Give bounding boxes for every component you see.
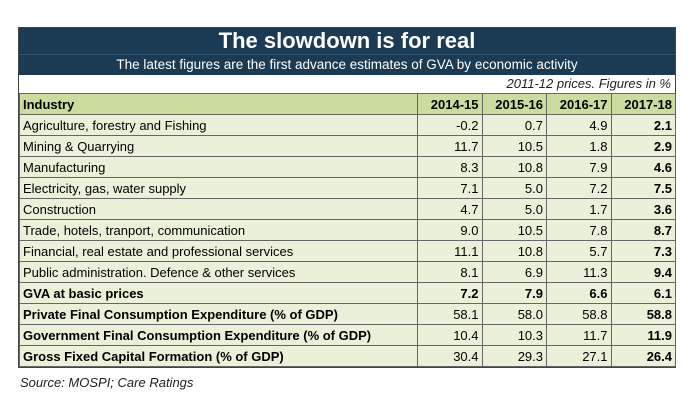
row-value: 58.0 [481, 303, 547, 325]
gva-table: Industry 2014-15 2015-16 2016-17 2017-18… [19, 93, 676, 367]
row-value: 4.6 [610, 156, 676, 178]
row-label: Financial, real estate and professional … [19, 240, 418, 262]
table-row: Government Final Consumption Expenditure… [19, 324, 676, 346]
row-value: 6.1 [610, 282, 676, 304]
row-value: 4.7 [417, 198, 483, 220]
table-row: Gross Fixed Capital Formation (% of GDP)… [19, 345, 676, 367]
row-value: 11.7 [417, 135, 483, 157]
row-value: 10.5 [481, 135, 547, 157]
source-note: Source: MOSPI; Care Ratings [20, 375, 194, 390]
table-row: Trade, hotels, tranport, communication 9.… [19, 219, 676, 241]
row-value: 30.4 [417, 345, 483, 367]
row-value: 2.9 [610, 135, 676, 157]
row-value: 1.7 [546, 198, 612, 220]
row-value: 11.7 [546, 324, 612, 346]
column-header-2015-16: 2015-16 [481, 93, 547, 115]
row-value: 6.9 [481, 261, 547, 283]
table-row: Manufacturing 8.3 10.8 7.9 4.6 [19, 156, 676, 178]
row-value: 6.6 [546, 282, 612, 304]
row-value: 7.9 [546, 156, 612, 178]
row-value: 2.1 [610, 114, 676, 136]
row-value: 5.0 [481, 198, 547, 220]
row-label: Government Final Consumption Expenditure… [19, 324, 418, 346]
row-value: 11.9 [610, 324, 676, 346]
table-row: Electricity, gas, water supply 7.1 5.0 7.2 7… [19, 177, 676, 199]
row-value: 8.1 [417, 261, 483, 283]
table-row: Financial, real estate and professional … [19, 240, 676, 262]
row-value: 10.5 [481, 219, 547, 241]
row-value: 8.3 [417, 156, 483, 178]
row-value: 11.1 [417, 240, 483, 262]
row-value: 7.2 [546, 177, 612, 199]
units-note: 2011-12 prices. Figures in % [19, 75, 675, 93]
row-value: 7.3 [610, 240, 676, 262]
row-label: Public administration. Defence & other s… [19, 261, 418, 283]
row-value: 8.7 [610, 219, 676, 241]
row-label: Manufacturing [19, 156, 418, 178]
row-value: 58.8 [546, 303, 612, 325]
row-value: -0.2 [417, 114, 483, 136]
row-value: 27.1 [546, 345, 612, 367]
row-value: 7.5 [610, 177, 676, 199]
table-row: Mining & Quarrying 11.7 10.5 1.8 2.9 [19, 135, 676, 157]
row-label: Trade, hotels, tranport, communication [19, 219, 418, 241]
row-value: 3.6 [610, 198, 676, 220]
table-row: Private Final Consumption Expenditure (%… [19, 303, 676, 325]
row-label: Electricity, gas, water supply [19, 177, 418, 199]
row-value: 7.9 [481, 282, 547, 304]
row-value: 7.1 [417, 177, 483, 199]
row-value: 5.0 [481, 177, 547, 199]
row-value: 10.8 [481, 156, 547, 178]
row-value: 9.0 [417, 219, 483, 241]
column-header-2017-18: 2017-18 [610, 93, 676, 115]
table-header-row: Industry 2014-15 2015-16 2016-17 2017-18 [19, 93, 676, 115]
column-header-industry: Industry [19, 93, 418, 115]
row-label: GVA at basic prices [19, 282, 418, 304]
row-label: Construction [19, 198, 418, 220]
row-value: 7.2 [417, 282, 483, 304]
row-value: 1.8 [546, 135, 612, 157]
row-label: Mining & Quarrying [19, 135, 418, 157]
row-label: Private Final Consumption Expenditure (%… [19, 303, 418, 325]
table-body: Agriculture, forestry and Fishing -0.2 0.7… [19, 114, 676, 367]
table-row: GVA at basic prices 7.2 7.9 6.6 6.1 [19, 282, 676, 304]
column-header-2016-17: 2016-17 [546, 93, 612, 115]
table-row: Construction 4.7 5.0 1.7 3.6 [19, 198, 676, 220]
row-value: 11.3 [546, 261, 612, 283]
row-value: 4.9 [546, 114, 612, 136]
table-row: Public administration. Defence & other s… [19, 261, 676, 283]
row-value: 58.8 [610, 303, 676, 325]
row-value: 9.4 [610, 261, 676, 283]
row-value: 10.3 [481, 324, 547, 346]
row-label: Agriculture, forestry and Fishing [19, 114, 418, 136]
row-value: 26.4 [610, 345, 676, 367]
table-subtitle: The latest figures are the first advance… [19, 54, 675, 75]
table-title: The slowdown is for real [19, 28, 675, 54]
row-value: 10.8 [481, 240, 547, 262]
row-value: 0.7 [481, 114, 547, 136]
table-frame: The slowdown is for real The latest figu… [18, 27, 676, 368]
row-value: 58.1 [417, 303, 483, 325]
row-value: 29.3 [481, 345, 547, 367]
row-label: Gross Fixed Capital Formation (% of GDP) [19, 345, 418, 367]
column-header-2014-15: 2014-15 [417, 93, 483, 115]
row-value: 5.7 [546, 240, 612, 262]
row-value: 7.8 [546, 219, 612, 241]
table-row: Agriculture, forestry and Fishing -0.2 0.7… [19, 114, 676, 136]
row-value: 10.4 [417, 324, 483, 346]
